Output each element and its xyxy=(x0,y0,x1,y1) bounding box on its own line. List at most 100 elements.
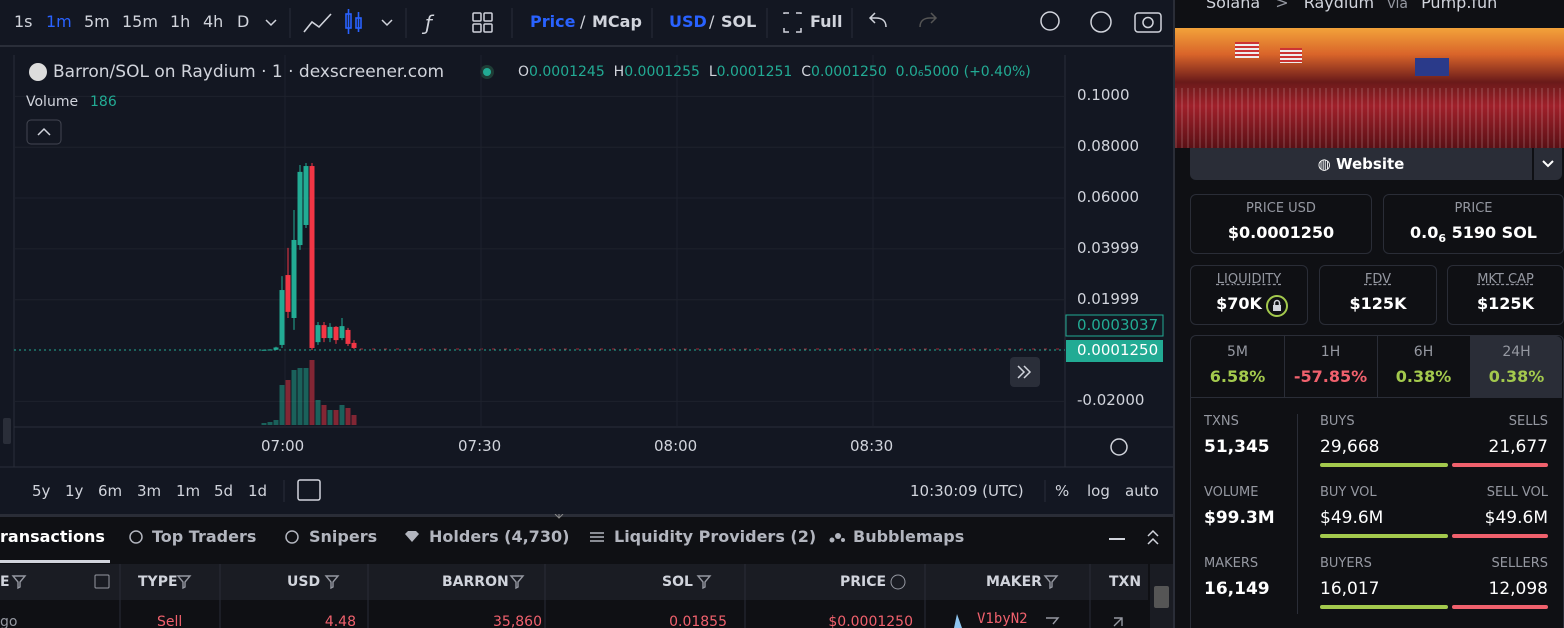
collapse-button[interactable] xyxy=(26,119,62,145)
tab[interactable]: Top Traders xyxy=(152,527,257,546)
sell-bar xyxy=(1452,605,1548,609)
price-tag-box xyxy=(1065,314,1164,337)
stat-label: SELLS xyxy=(1508,414,1548,429)
stat-value: $49.6M xyxy=(1484,508,1548,528)
interval[interactable]: 4h xyxy=(203,12,224,31)
period-value[interactable]: 0.38% xyxy=(1488,367,1545,386)
volume-bar xyxy=(327,410,333,425)
y-tick-label: 0.08000 xyxy=(1077,137,1140,156)
period-value[interactable]: 6.58% xyxy=(1209,367,1266,386)
volume-bar xyxy=(285,380,291,425)
candle-icon[interactable] xyxy=(345,9,362,34)
percent-toggle[interactable]: % xyxy=(1055,482,1070,500)
axis-settings[interactable] xyxy=(1110,438,1128,456)
tab[interactable]: ransactions xyxy=(0,527,105,546)
full-button[interactable]: Full xyxy=(810,12,843,31)
ohlc-value: 0.0001255 xyxy=(624,64,700,80)
auto-toggle[interactable]: auto xyxy=(1125,482,1159,500)
launchpad[interactable]: Pump.fun xyxy=(1421,0,1498,12)
period-label[interactable]: 5M xyxy=(1227,344,1248,360)
sell-bar xyxy=(1452,534,1548,538)
table-icons xyxy=(0,514,1173,628)
tab[interactable]: Snipers xyxy=(309,527,378,546)
camera-lens xyxy=(1142,16,1154,29)
column-header: MAKER xyxy=(986,574,1042,590)
interval[interactable]: D xyxy=(237,12,250,31)
interval[interactable]: 15m xyxy=(122,12,158,31)
period-value[interactable]: 0.38% xyxy=(1395,367,1452,386)
toolbar-icons: ƒ xyxy=(265,8,1162,38)
txn-link[interactable] xyxy=(1113,617,1123,627)
breadcrumb: Solana > Raydium via Pump.fun xyxy=(1206,0,1497,12)
website-dropdown[interactable] xyxy=(1534,148,1562,180)
x-tick-label: 07:00 xyxy=(261,437,305,455)
tab[interactable]: Liquidity Providers (2) xyxy=(614,527,817,546)
period-label[interactable]: 6H xyxy=(1413,344,1434,360)
usd-toggle[interactable]: USD xyxy=(669,12,707,31)
camera-icon[interactable] xyxy=(1134,12,1162,33)
expand[interactable] xyxy=(1147,529,1159,545)
cell: 0.01855 xyxy=(669,614,727,628)
interval[interactable]: 1h xyxy=(170,12,191,31)
undo[interactable] xyxy=(868,12,887,28)
fdv-card: FDV $125K xyxy=(1319,265,1437,325)
chevron[interactable] xyxy=(381,19,393,27)
website-button[interactable]: ◍ Website xyxy=(1190,148,1532,180)
range[interactable]: 1y xyxy=(65,482,84,500)
price-zeros: 6 xyxy=(1438,232,1446,246)
alert-icon[interactable] xyxy=(1040,11,1060,31)
dex[interactable]: Raydium xyxy=(1303,0,1375,12)
collapse-icon xyxy=(37,127,51,136)
token-icon xyxy=(29,63,47,81)
log-toggle[interactable]: log xyxy=(1087,482,1110,500)
range[interactable]: 3m xyxy=(137,482,162,500)
divider xyxy=(1284,336,1285,397)
range[interactable]: 1d xyxy=(248,482,268,500)
tab[interactable]: Bubblemaps xyxy=(853,527,965,546)
side-handle[interactable] xyxy=(3,418,11,444)
period-value[interactable]: -57.85% xyxy=(1293,367,1368,386)
range[interactable]: 5d xyxy=(214,482,234,500)
range[interactable]: 6m xyxy=(98,482,123,500)
layout-icon[interactable] xyxy=(472,12,493,33)
currency-icon[interactable] xyxy=(890,574,906,590)
period-label[interactable]: 1H xyxy=(1320,344,1341,360)
period-label[interactable]: 24H xyxy=(1502,344,1531,360)
price-tag: 0.0003037 xyxy=(1077,316,1159,334)
calendar-icon[interactable] xyxy=(94,574,110,589)
y-tick-label: 0.01999 xyxy=(1077,289,1140,308)
ohlc-key: C xyxy=(801,64,812,80)
full-icon[interactable] xyxy=(783,12,802,33)
chevron[interactable] xyxy=(265,19,277,27)
scrollbar-thumb[interactable] xyxy=(1154,586,1169,608)
volume-value: 186 xyxy=(90,94,117,110)
interval[interactable]: 1m xyxy=(46,12,72,31)
stat-label: TXNS xyxy=(1204,414,1239,429)
cell[interactable]: V1byN2 xyxy=(977,611,1028,627)
range[interactable]: 1m xyxy=(176,482,201,500)
bubble-icon xyxy=(835,533,841,539)
interval[interactable]: 1s xyxy=(14,12,33,31)
volume-bar xyxy=(309,360,315,425)
date-range-icon[interactable] xyxy=(297,479,321,501)
ohlc-key: L xyxy=(708,64,717,80)
x-tick-label: 08:00 xyxy=(654,437,698,455)
divider xyxy=(0,45,1173,47)
card-label: PRICE USD xyxy=(1246,201,1316,216)
tab[interactable]: Holders (4,730) xyxy=(429,527,570,546)
candle-body xyxy=(273,347,279,350)
price-toggle[interactable]: Price xyxy=(530,12,576,31)
chain[interactable]: Solana xyxy=(1206,0,1261,12)
line-icon[interactable] xyxy=(303,13,332,33)
ohlc-value: 0.0001245 xyxy=(529,64,605,80)
filter-icons[interactable] xyxy=(11,575,1060,625)
settings-icon[interactable] xyxy=(1090,11,1112,33)
range[interactable]: 5y xyxy=(32,482,51,500)
fx-icon[interactable]: ƒ xyxy=(421,11,435,35)
resize-handle[interactable] xyxy=(554,514,564,519)
interval[interactable]: 5m xyxy=(84,12,110,31)
sol-toggle[interactable]: SOL xyxy=(721,12,757,31)
redo[interactable] xyxy=(919,12,938,28)
mcap-toggle[interactable]: MCap xyxy=(592,12,642,31)
